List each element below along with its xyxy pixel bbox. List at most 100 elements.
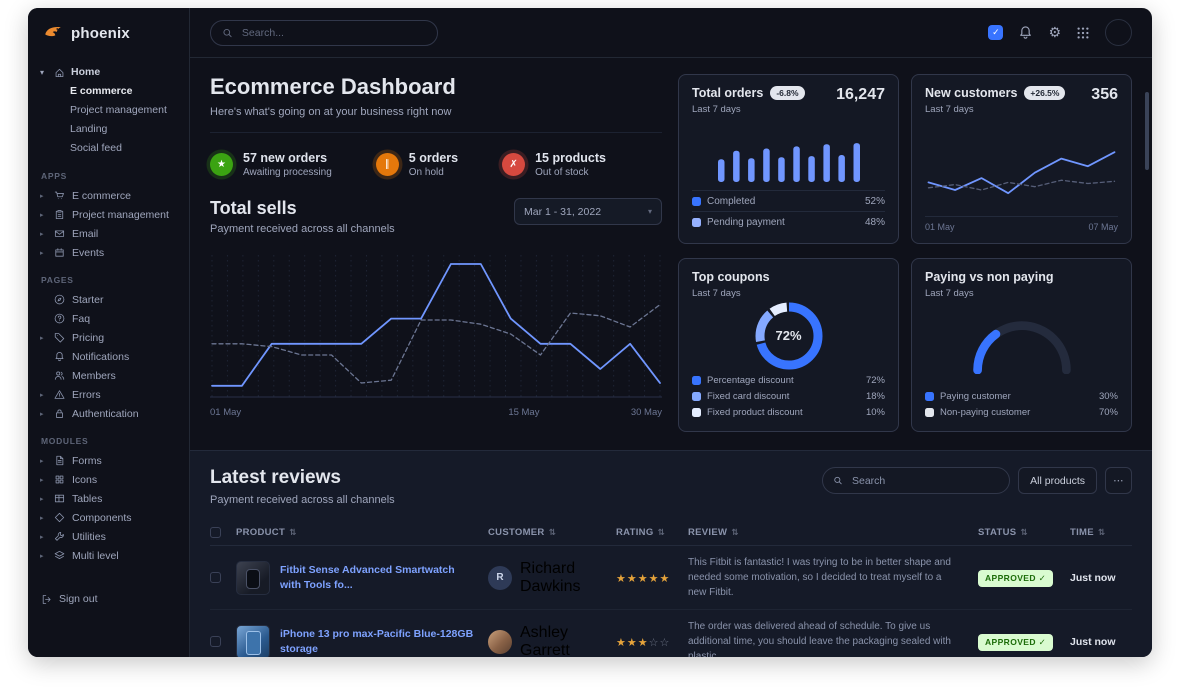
change-badge: +26.5%	[1024, 86, 1066, 100]
new-customers-chart	[925, 115, 1118, 216]
star-empty-icon: ☆	[659, 635, 671, 649]
card-period: Last 7 days	[692, 104, 741, 115]
chevron-right-icon: ▸	[40, 211, 44, 219]
card-period: Last 7 days	[925, 288, 974, 299]
sidebar-item-authentication[interactable]: ▸ Authentication	[40, 404, 177, 423]
top-coupons-card: Top coupons Last 7 days 72% Percentage d	[678, 258, 899, 432]
sidebar-item-project-management[interactable]: ▸ Project management	[40, 205, 177, 224]
sidebar-item-multi-level[interactable]: ▸ Multi level	[40, 546, 177, 565]
column-header-customer[interactable]: CUSTOMER ⇅	[488, 527, 557, 538]
date-range-select[interactable]: Mar 1 - 31, 2022 ▾	[514, 198, 662, 225]
sidebar-item-notifications[interactable]: Notifications	[40, 347, 177, 366]
chevron-right-icon: ▸	[40, 391, 44, 399]
sidebar-item-utilities[interactable]: ▸ Utilities	[40, 527, 177, 546]
sidebar-item-home[interactable]: ▾ Home	[40, 62, 177, 82]
grid-icon[interactable]	[1076, 26, 1090, 40]
sidebar-item-members[interactable]: Members	[40, 366, 177, 385]
section-title: APPS	[41, 171, 67, 181]
row-checkbox[interactable]	[210, 572, 221, 583]
scrollbar[interactable]	[1145, 92, 1149, 170]
stat-desc: Awaiting processing	[243, 167, 332, 178]
table-row[interactable]: iPhone 13 pro max-Pacific Blue-128GB sto…	[210, 610, 1132, 657]
product-link[interactable]: Fitbit Sense Advanced Smartwatch with To…	[280, 564, 455, 591]
chevron-right-icon: ▸	[40, 457, 44, 465]
card-period: Last 7 days	[925, 104, 974, 115]
user-avatar[interactable]	[1105, 19, 1132, 46]
gear-icon[interactable]: ⚙	[1048, 24, 1061, 41]
sidebar-item-e-commerce[interactable]: E commerce	[70, 85, 133, 97]
new-customers-card: New customers +26.5% Last 7 days 356 01 …	[911, 74, 1132, 244]
sidebar-item-components[interactable]: ▸ Components	[40, 508, 177, 527]
sidebar-item-starter[interactable]: Starter	[40, 290, 177, 309]
sidebar-item-events[interactable]: ▸ Events	[40, 243, 177, 262]
legend-item: Paying customer 30%	[925, 388, 1118, 404]
home-icon	[55, 68, 64, 77]
column-header-status[interactable]: STATUS ⇅	[978, 527, 1028, 538]
sidebar-item-social-feed[interactable]: Social feed	[70, 142, 122, 154]
legend-swatch	[692, 391, 701, 401]
customer-avatar	[488, 629, 512, 654]
sidebar-item-tables[interactable]: ▸ Tables	[40, 489, 177, 508]
reviews-search-input[interactable]	[850, 473, 1000, 488]
mail-icon	[54, 230, 65, 237]
select-all-checkbox[interactable]	[210, 527, 221, 538]
reviews-search[interactable]	[822, 467, 1011, 494]
column-header-product[interactable]: PRODUCT ⇅	[236, 527, 297, 538]
bell-icon[interactable]	[1018, 25, 1033, 40]
chevron-right-icon: ▸	[40, 476, 44, 484]
sidebar-item-project-management[interactable]: Project management	[70, 104, 167, 116]
legend-value: 10%	[865, 406, 885, 418]
sidebar-item-label: Components	[72, 511, 132, 524]
signout-label: Sign out	[59, 593, 98, 605]
sidebar-item-faq[interactable]: Faq	[40, 309, 177, 328]
checked-checkbox-icon[interactable]: ✓	[988, 25, 1004, 40]
pause-icon: ∥	[375, 153, 399, 176]
column-header-review[interactable]: REVIEW ⇅	[688, 527, 739, 538]
sidebar-item-pricing[interactable]: ▸ Pricing	[40, 328, 177, 347]
chevron-down-icon: ▾	[647, 207, 652, 216]
table-row[interactable]: Fitbit Sense Advanced Smartwatch with To…	[210, 546, 1132, 610]
reviews-subtitle: Payment received across all channels	[210, 494, 395, 506]
global-search[interactable]	[210, 19, 438, 46]
star-filled-icon: ★	[616, 571, 627, 585]
row-checkbox[interactable]	[210, 636, 221, 647]
sidebar-item-icons[interactable]: ▸ Icons	[40, 470, 177, 489]
sidebar-item-errors[interactable]: ▸ Errors	[40, 385, 177, 404]
compass-icon	[54, 294, 65, 305]
product-link[interactable]: iPhone 13 pro max-Pacific Blue-128GB sto…	[280, 628, 474, 655]
lock-icon	[56, 409, 63, 418]
column-header-time[interactable]: TIME ⇅	[1070, 527, 1106, 538]
change-badge: -6.8%	[770, 86, 805, 100]
sidebar-item-label: Tables	[72, 492, 103, 505]
signout-row[interactable]: Sign out	[40, 589, 177, 609]
sidebar-item-forms[interactable]: ▸ Forms	[40, 451, 177, 470]
sidebar-item-label: Email	[72, 227, 99, 240]
card-title: Top coupons	[692, 270, 770, 284]
card-period: Last 7 days	[692, 288, 741, 299]
latest-reviews-section: Latest reviews Payment received across a…	[190, 450, 1152, 657]
stat-title: 5 orders	[408, 151, 459, 165]
sidebar-item-e-commerce[interactable]: ▸ E commerce	[40, 186, 177, 205]
card-title: Paying vs non paying	[925, 270, 1054, 284]
chevron-right-icon: ▸	[40, 192, 44, 200]
product-thumbnail	[236, 624, 270, 657]
tag-icon	[54, 333, 65, 343]
sidebar-item-label: Project management	[72, 208, 169, 221]
legend-label: Fixed card discount	[707, 390, 790, 402]
legend-item: Non-paying customer 70%	[925, 404, 1118, 420]
chevron-right-icon: ▸	[40, 334, 44, 342]
sidebar-item-label: Starter	[72, 293, 104, 306]
sidebar-item-email[interactable]: ▸ Email	[40, 224, 177, 243]
search-input[interactable]	[239, 25, 426, 40]
legend-item: Percentage discount 72%	[692, 372, 885, 388]
chevron-right-icon: ▸	[40, 514, 44, 522]
legend-value: 52%	[864, 195, 885, 207]
all-products-button[interactable]: All products	[1018, 467, 1097, 494]
more-button[interactable]: ⋯	[1105, 467, 1132, 494]
logo[interactable]: phoenix	[28, 8, 189, 58]
table-body: Fitbit Sense Advanced Smartwatch with To…	[210, 546, 1132, 657]
sidebar-item-landing[interactable]: Landing	[70, 123, 108, 135]
card-value: 16,247	[836, 86, 885, 103]
column-header-rating[interactable]: RATING ⇅	[616, 527, 665, 538]
main-area: ✓ ⚙ Ecommerce Dashboard H	[190, 8, 1152, 657]
